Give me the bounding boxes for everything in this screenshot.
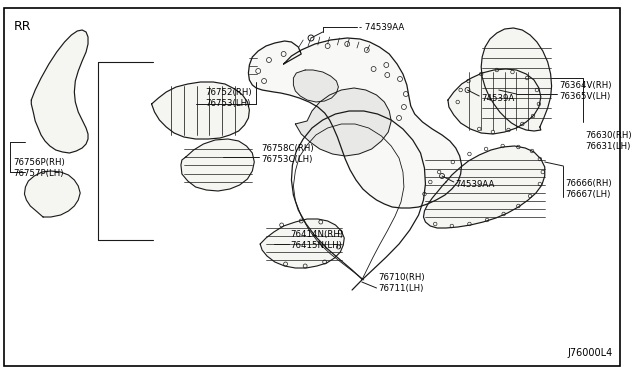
Text: - 74539AA: - 74539AA [359,22,404,32]
Text: 76414N(RH): 76414N(RH) [291,230,344,239]
Polygon shape [295,88,391,156]
Text: 74539AA: 74539AA [456,180,495,189]
Text: 76753C(LH): 76753C(LH) [261,155,312,164]
Polygon shape [260,219,344,268]
Polygon shape [181,139,254,191]
Polygon shape [152,82,250,139]
Polygon shape [448,69,541,134]
Text: J76000L4: J76000L4 [567,348,612,358]
Text: 76364V(RH): 76364V(RH) [559,81,612,90]
Polygon shape [24,171,80,217]
Polygon shape [248,38,461,208]
Text: 74539A: 74539A [481,93,515,103]
Text: 76756P(RH): 76756P(RH) [13,158,65,167]
Polygon shape [293,70,339,102]
Text: 76365V(LH): 76365V(LH) [559,92,611,101]
Text: 76666(RH): 76666(RH) [565,179,612,188]
Text: 76753(LH): 76753(LH) [205,99,251,108]
Text: 76752(RH): 76752(RH) [205,88,252,97]
Text: 76758C(RH): 76758C(RH) [261,144,314,153]
Text: 76631(LH): 76631(LH) [585,142,630,151]
Text: 76630(RH): 76630(RH) [585,131,632,140]
Polygon shape [481,28,552,131]
Text: 76711(LH): 76711(LH) [378,284,424,293]
Text: RR: RR [13,20,31,33]
Text: 76757P(LH): 76757P(LH) [13,169,64,178]
Polygon shape [424,146,545,228]
Text: 76667(LH): 76667(LH) [565,190,611,199]
Text: 76415N(LH): 76415N(LH) [291,241,342,250]
Text: 76710(RH): 76710(RH) [378,273,425,282]
Polygon shape [31,30,88,153]
